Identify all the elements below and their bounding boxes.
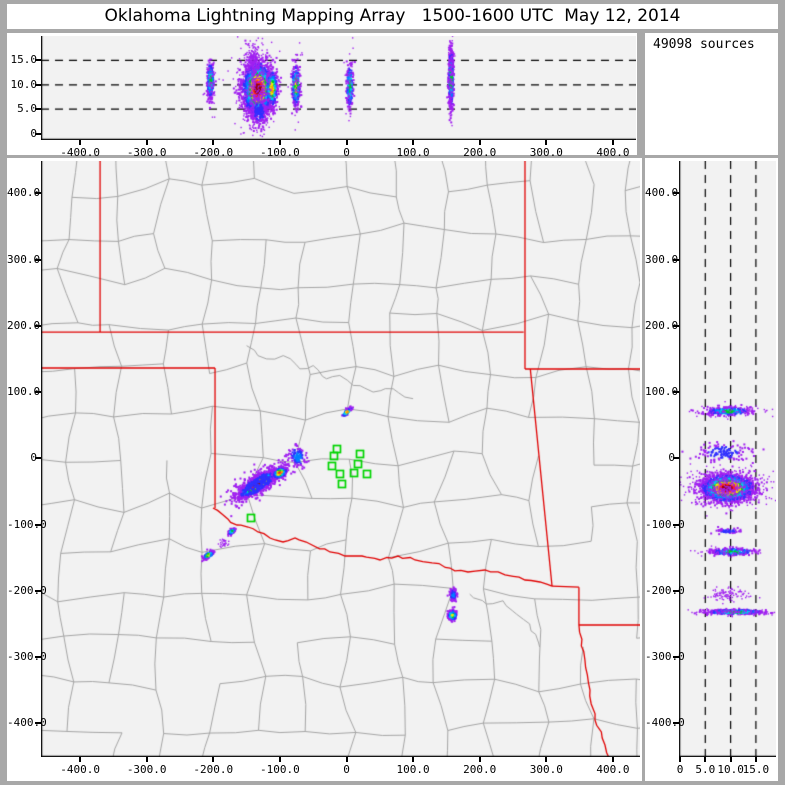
tick-mark (345, 140, 348, 145)
window-title: Oklahoma Lightning Mapping Array 1500-16… (104, 6, 681, 26)
tick-label: 100.0 (396, 146, 430, 159)
tick-mark (79, 757, 82, 762)
tick-label: -400.0 (7, 716, 47, 730)
tick-label: -200.0 (7, 583, 47, 597)
tick-mark (679, 757, 681, 762)
ns-altitude-plot[interactable] (679, 161, 776, 757)
tick-label: 200.0 (7, 318, 41, 332)
tick-mark (673, 656, 679, 659)
tick-mark (412, 757, 415, 762)
tick-label: -100.0 (260, 763, 300, 776)
tick-label: 0 (343, 146, 350, 159)
tick-mark (673, 589, 679, 592)
tick-label: 400.0 (7, 186, 41, 200)
tick-mark (35, 656, 41, 659)
tick-mark (35, 523, 41, 526)
tick-label: 0 (30, 126, 37, 140)
tick-mark (611, 140, 614, 145)
tick-label: 15.0 (10, 53, 38, 67)
tick-label: 200.0 (645, 318, 679, 332)
tick-label: 400.0 (596, 763, 630, 776)
tick-mark (35, 132, 41, 135)
tick-mark (278, 140, 281, 145)
title-bar: Oklahoma Lightning Mapping Array 1500-16… (7, 4, 778, 29)
source-count-box: 49098 sources (645, 33, 778, 155)
tick-label: 300.0 (529, 763, 563, 776)
tick-mark (35, 391, 41, 394)
tick-mark (35, 258, 41, 261)
tick-mark (35, 722, 41, 725)
tick-label: -100.0 (645, 517, 685, 531)
tick-mark (673, 391, 679, 394)
tick-mark (35, 83, 41, 86)
plan-view-panel: -400.0 -300.0 -200.0 -100.0 0 100.0 200.0 300.0… (7, 158, 642, 781)
tick-label: 100.0 (396, 763, 430, 776)
tick-mark (35, 108, 41, 111)
tick-mark (35, 192, 41, 195)
tick-label: -400.0 (645, 716, 685, 730)
tick-label: 5.0 (17, 102, 37, 116)
tick-mark (212, 140, 215, 145)
tick-label: -400.0 (60, 763, 100, 776)
tick-mark (35, 589, 41, 592)
tick-label: 300.0 (7, 252, 41, 266)
tick-label: 15.0 (742, 763, 770, 776)
tick-mark (212, 757, 215, 762)
tick-mark (673, 457, 679, 460)
tick-label: 400.0 (645, 186, 679, 200)
tick-mark (35, 324, 41, 327)
tick-mark (35, 457, 41, 460)
tick-label: 100.0 (7, 385, 41, 399)
tick-mark (278, 757, 281, 762)
tick-label: 0 (668, 451, 675, 465)
tick-mark (704, 757, 707, 762)
tick-label: -200.0 (193, 146, 234, 159)
tick-label: 0 (676, 763, 684, 776)
tick-label: -300.0 (645, 650, 685, 664)
tick-mark (145, 140, 148, 145)
tick-mark (673, 324, 679, 327)
tick-label: -100.0 (260, 146, 300, 159)
source-count: 49098 sources (653, 37, 755, 52)
tick-mark (35, 59, 41, 62)
tick-mark (754, 757, 757, 762)
ew-altitude-plot[interactable] (41, 36, 636, 140)
tick-mark (611, 757, 614, 762)
tick-label: 100.0 (645, 385, 679, 399)
tick-mark (345, 757, 348, 762)
tick-label: -200.0 (193, 763, 234, 776)
tick-mark (545, 140, 548, 145)
tick-label: 300.0 (645, 252, 679, 266)
tick-mark (478, 140, 481, 145)
plan-view-plot[interactable] (41, 161, 640, 757)
tick-label: 200.0 (463, 146, 497, 159)
tick-label: 5.0 (695, 763, 716, 776)
ew-altitude-panel: -400.0 -300.0 -200.0 -100.0 0 100.0 200.0 300.0… (7, 33, 637, 159)
tick-mark (412, 140, 415, 145)
tick-label: -200.0 (645, 583, 685, 597)
tick-label: 0 (343, 763, 350, 776)
tick-mark (545, 757, 548, 762)
tick-label: -300.0 (7, 650, 47, 664)
tick-mark (673, 192, 679, 195)
tick-label: -300.0 (126, 763, 167, 776)
tick-label: 300.0 (529, 146, 563, 159)
tick-label: -400.0 (60, 146, 100, 159)
tick-label: 200.0 (463, 763, 497, 776)
tick-mark (478, 757, 481, 762)
tick-mark (673, 722, 679, 725)
tick-mark (673, 258, 679, 261)
tick-label: 400.0 (596, 146, 630, 159)
tick-label: 10.0 (717, 763, 744, 776)
tick-label: -100.0 (7, 517, 47, 531)
tick-label: 0 (30, 451, 37, 465)
tick-label: 10.0 (10, 77, 38, 91)
tick-mark (79, 140, 82, 145)
tick-mark (729, 757, 732, 762)
ns-altitude-panel: 0 5.0 10.0 15.0 400.0 300.0 200.0 100.0 0 -100.0 -… (645, 158, 778, 781)
tick-mark (145, 757, 148, 762)
tick-mark (673, 523, 679, 526)
tick-label: -300.0 (126, 146, 167, 159)
